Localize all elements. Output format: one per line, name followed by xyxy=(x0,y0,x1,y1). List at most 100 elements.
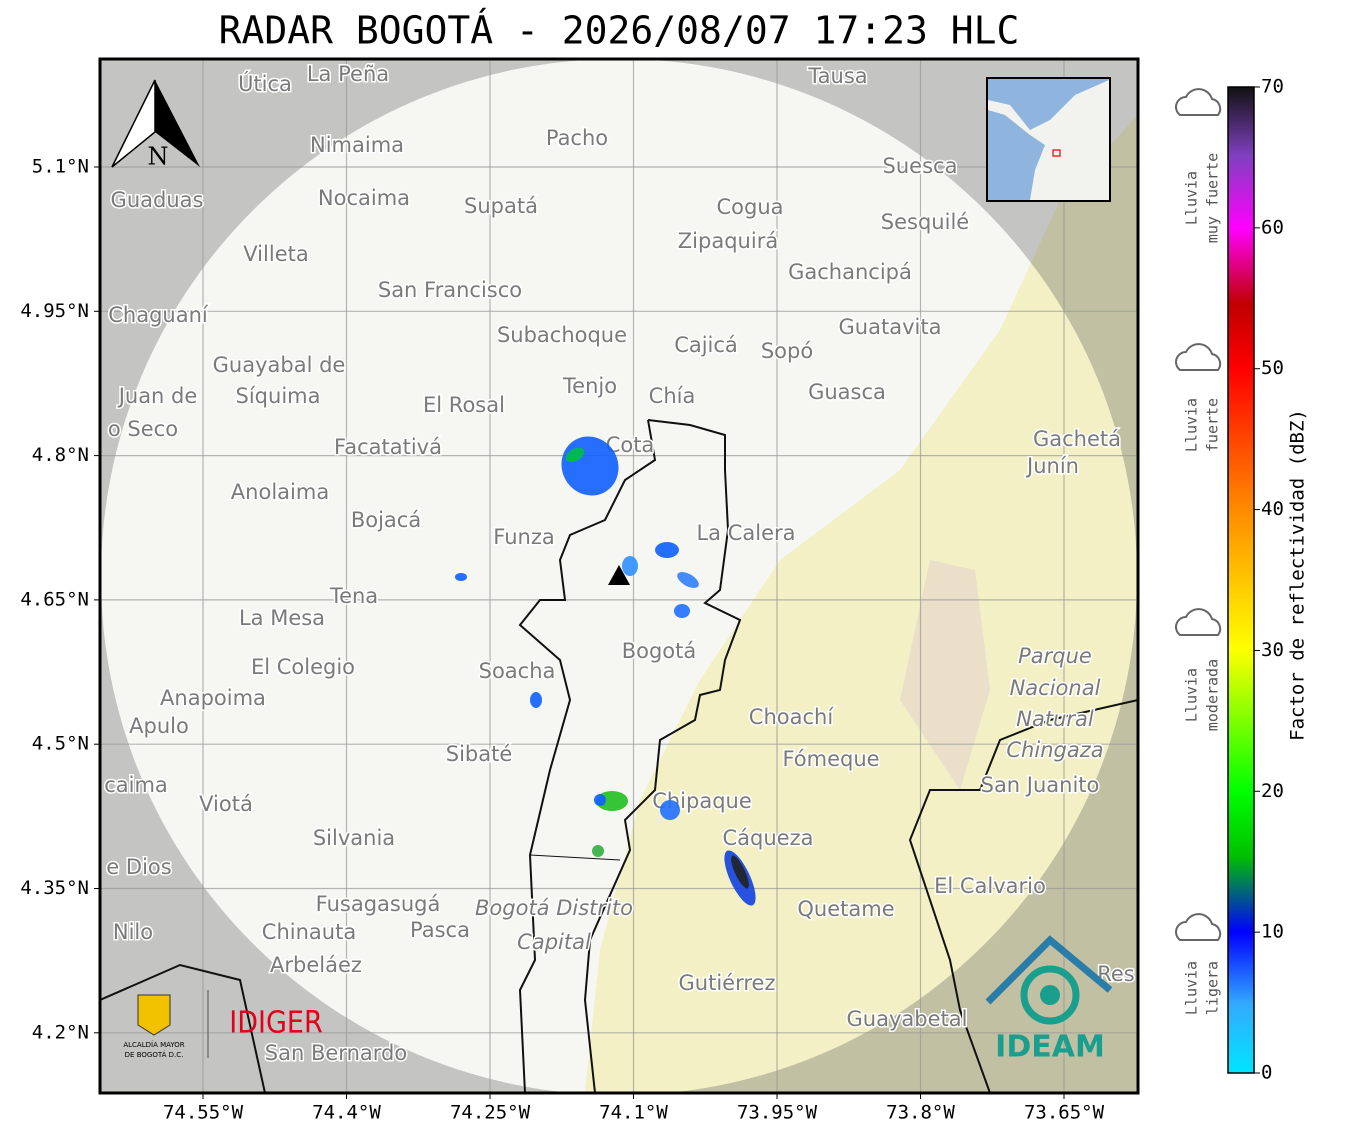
place-label: Nacional xyxy=(1010,676,1101,700)
x-tick-label: 74.4°W xyxy=(312,1102,381,1124)
place-label: Tena xyxy=(329,584,378,608)
y-tick-label: 4.8°N xyxy=(32,444,89,466)
echo xyxy=(592,845,604,857)
place-label: El Calvario xyxy=(934,874,1046,898)
place-label: Cogua xyxy=(716,195,783,219)
boundary xyxy=(529,854,621,861)
place-label: Sesquilé xyxy=(881,210,969,234)
echo xyxy=(622,556,638,576)
colorbar-tick-label: 60 xyxy=(1261,216,1284,238)
place-label: Sibaté xyxy=(446,742,513,766)
place-label: Quetame xyxy=(797,897,894,921)
y-tick-label: 4.5°N xyxy=(32,733,89,755)
place-label: Fómeque xyxy=(782,747,879,771)
place-label: Chaguaní xyxy=(108,303,209,327)
echo xyxy=(660,800,680,820)
place-label: Guayabetal xyxy=(847,1007,968,1031)
place-label: Gachancipá xyxy=(788,260,912,284)
x-tick-label: 74.25°W xyxy=(450,1102,531,1124)
x-tick-label: 74.1°W xyxy=(599,1102,668,1124)
place-label: Zipaquirá xyxy=(678,229,778,253)
weather-icon xyxy=(1175,88,1222,116)
place-label: Chía xyxy=(649,384,696,408)
place-label: Tenjo xyxy=(562,374,617,398)
title: RADAR BOGOTÁ - 2026/08/07 17:23 HLC xyxy=(219,9,1020,53)
place-label: Apulo xyxy=(129,714,189,738)
place-label: Anapoima xyxy=(160,686,266,710)
boundary xyxy=(908,699,1138,1093)
boundaries xyxy=(100,419,1138,1093)
map-frame xyxy=(98,57,1140,1095)
logo-text: IDEAM xyxy=(995,1030,1105,1065)
terrain xyxy=(585,115,1138,1093)
place-label: La Calera xyxy=(696,521,795,545)
ideam-logo: IDEAM xyxy=(985,935,1113,1065)
place-label: Sopó xyxy=(761,339,813,363)
place-label: Cáqueza xyxy=(723,826,814,850)
place-label: Guasca xyxy=(808,380,886,404)
place-label: Facatativá xyxy=(334,435,442,459)
weather-icon xyxy=(1175,913,1222,941)
north-label: N xyxy=(148,143,169,171)
place-label: San Bernardo xyxy=(265,1041,407,1065)
place-label: Bojacá xyxy=(351,508,421,532)
place-label: Silvania xyxy=(313,826,395,850)
legend-label: muy fuerte xyxy=(1204,153,1222,243)
legend-label: ligera xyxy=(1204,961,1222,1015)
place-label: Tausa xyxy=(807,64,867,88)
y-tick-label: 5.1°N xyxy=(32,156,89,178)
colorbar-tick-label: 30 xyxy=(1261,639,1284,661)
place-label: o Seco xyxy=(108,417,178,441)
place-label: El Rosal xyxy=(423,393,505,417)
place-label: El Colegio xyxy=(251,655,355,679)
echo xyxy=(655,542,679,558)
place-label: Natural xyxy=(1016,707,1094,731)
place-label: Junín xyxy=(1025,454,1079,478)
place-label: Nilo xyxy=(113,920,153,944)
place-label: La Mesa xyxy=(239,606,325,630)
boundary xyxy=(583,419,742,1093)
place-label: La Peña xyxy=(307,62,389,86)
legend-label: Lluvia xyxy=(1183,398,1201,452)
echo xyxy=(677,572,699,588)
place-label: Nocaima xyxy=(318,186,410,210)
x-tick-label: 74.55°W xyxy=(163,1102,244,1124)
place-label: Bogotá xyxy=(622,639,697,663)
place-label: e Dios xyxy=(106,855,171,879)
colorbar-tick-label: 20 xyxy=(1261,780,1284,802)
colorbar-tick-label: 50 xyxy=(1261,357,1284,379)
colorbar-tick-label: 0 xyxy=(1261,1062,1272,1084)
north-arrow: N xyxy=(111,79,200,171)
legend-label: fuerte xyxy=(1204,398,1222,452)
place-label: Arbeláez xyxy=(270,953,362,977)
legend-label: moderada xyxy=(1204,659,1222,731)
colorbar-tick-label: 10 xyxy=(1261,921,1284,943)
place-label: Pasca xyxy=(410,918,470,942)
radar-echoes xyxy=(455,436,756,906)
place-label: San Francisco xyxy=(378,278,522,302)
place-label: Anolaima xyxy=(231,480,329,504)
place-label: Subachoque xyxy=(497,323,627,347)
weather-icon xyxy=(1175,608,1222,636)
y-tick-label: 4.2°N xyxy=(32,1021,89,1043)
map-area: La Peña Útica Tausa Pacho Nimaima Suesca Guadu… xyxy=(100,59,1138,1093)
weather-icon xyxy=(1175,343,1222,371)
place-label: Supatá xyxy=(464,194,538,218)
place-label: Pacho xyxy=(546,126,608,150)
echo xyxy=(674,604,690,618)
legend-label: Lluvia xyxy=(1183,668,1201,722)
legend-label: Lluvia xyxy=(1183,171,1201,225)
echo xyxy=(455,573,467,581)
place-label: Gutiérrez xyxy=(679,971,776,995)
place-label: Parque xyxy=(1018,644,1092,668)
y-tick-label: 4.65°N xyxy=(20,588,89,610)
place-label: Villeta xyxy=(243,242,308,266)
colorbar-tick-label: 40 xyxy=(1261,498,1284,520)
place-label: Capital xyxy=(517,930,591,954)
place-label: Nimaima xyxy=(310,133,404,157)
echo xyxy=(565,447,585,463)
echo xyxy=(594,794,606,806)
place-label: caima xyxy=(104,773,168,797)
radar-site xyxy=(608,565,630,585)
